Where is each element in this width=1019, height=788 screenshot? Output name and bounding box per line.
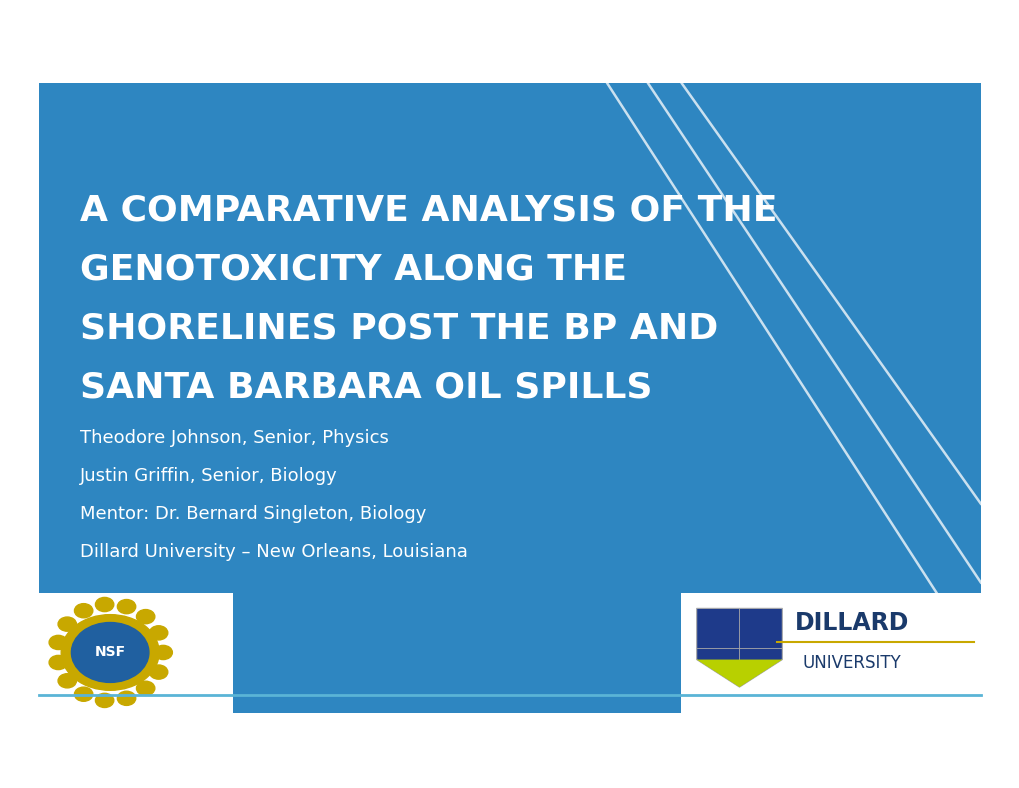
Text: DILLARD: DILLARD [794,611,908,634]
Text: Justin Griffin, Senior, Biology: Justin Griffin, Senior, Biology [79,467,337,485]
Polygon shape [696,660,782,687]
Text: UNIVERSITY: UNIVERSITY [802,655,900,672]
Text: Theodore Johnson, Senior, Physics: Theodore Johnson, Senior, Physics [79,429,388,448]
Circle shape [117,600,136,614]
Circle shape [96,597,114,611]
Circle shape [58,617,76,631]
FancyBboxPatch shape [39,593,232,713]
Text: SHORELINES POST THE BP AND: SHORELINES POST THE BP AND [79,311,717,345]
Circle shape [137,610,155,624]
Text: Dillard University – New Orleans, Louisiana: Dillard University – New Orleans, Louisi… [79,543,467,561]
FancyBboxPatch shape [681,593,980,713]
Circle shape [71,623,149,682]
Polygon shape [696,608,782,687]
FancyBboxPatch shape [39,83,980,713]
Circle shape [96,693,114,708]
Circle shape [137,681,155,695]
Text: A COMPARATIVE ANALYSIS OF THE: A COMPARATIVE ANALYSIS OF THE [79,193,776,227]
Circle shape [150,626,168,640]
Circle shape [117,691,136,705]
Circle shape [61,615,159,690]
Text: Mentor: Dr. Bernard Singleton, Biology: Mentor: Dr. Bernard Singleton, Biology [79,505,426,523]
Text: SANTA BARBARA OIL SPILLS: SANTA BARBARA OIL SPILLS [79,370,651,404]
Circle shape [154,645,172,660]
Text: GENOTOXICITY ALONG THE: GENOTOXICITY ALONG THE [79,252,626,286]
Circle shape [150,665,168,679]
Circle shape [49,635,67,649]
Text: NSF: NSF [95,645,125,660]
Circle shape [58,674,76,688]
Circle shape [74,687,93,701]
Circle shape [49,656,67,670]
Circle shape [74,604,93,618]
